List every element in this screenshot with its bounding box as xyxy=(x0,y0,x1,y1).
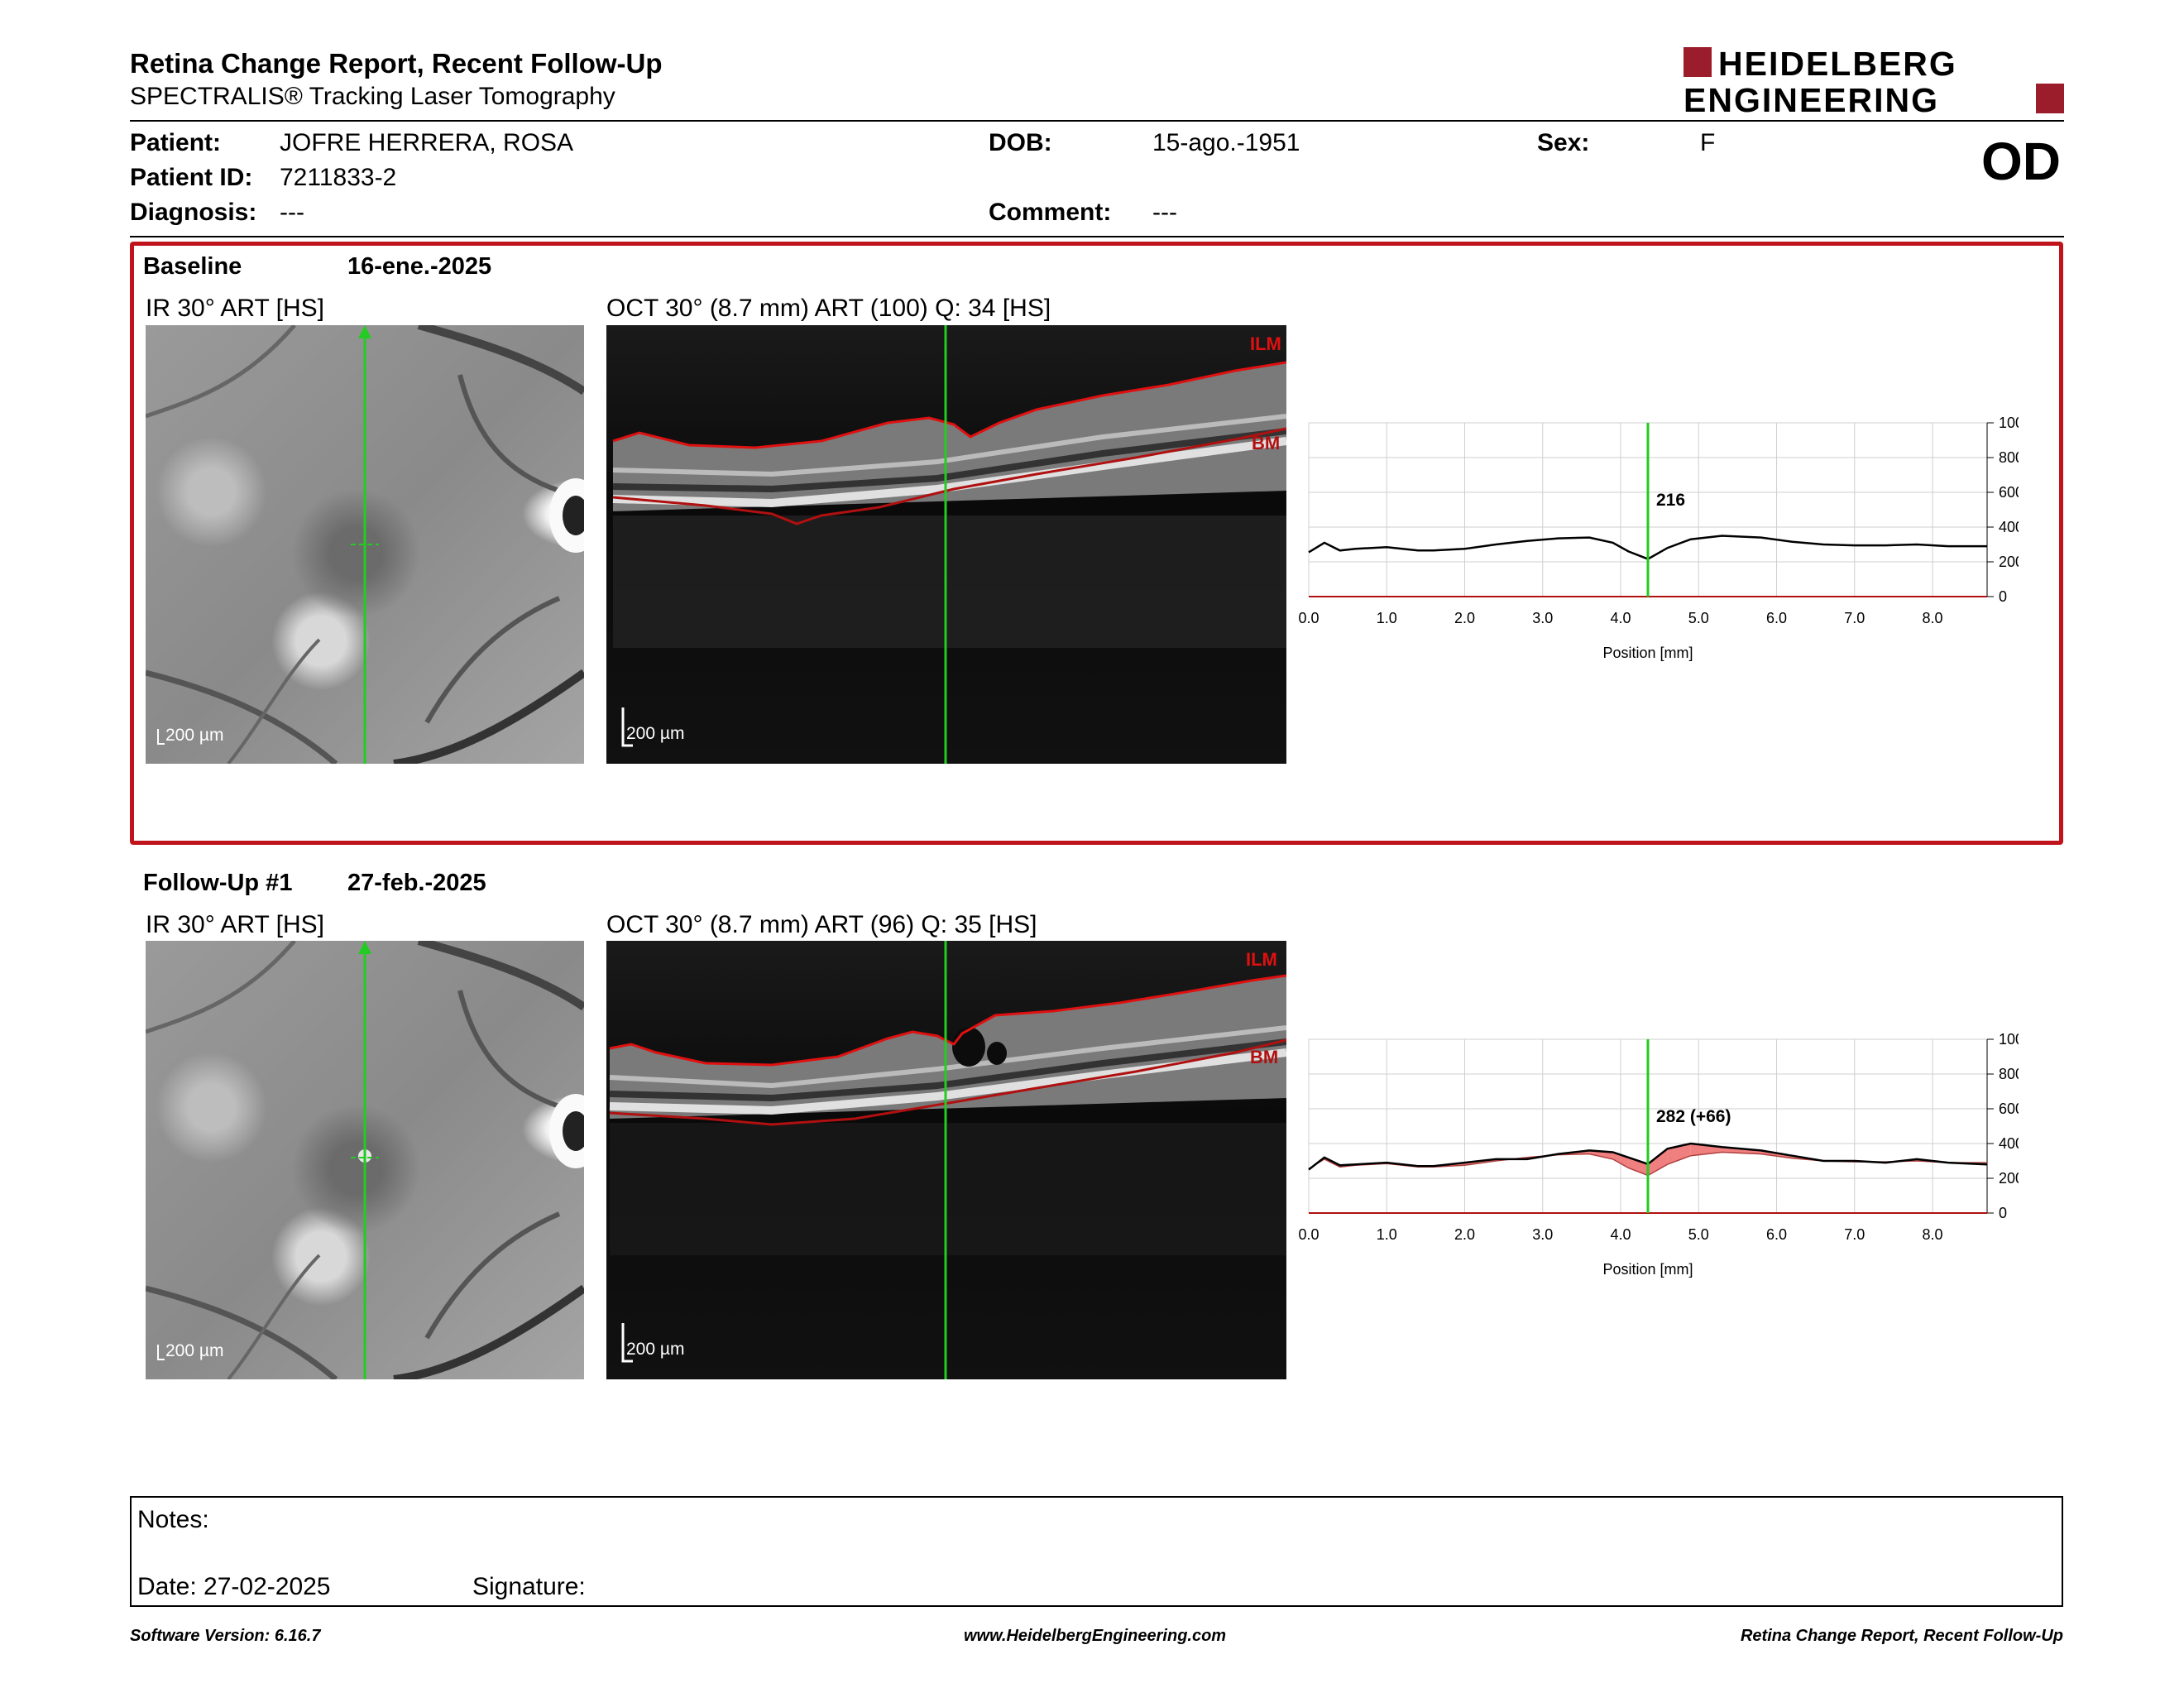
comment-value: --- xyxy=(1152,199,1177,226)
x-tick-label: 2.0 xyxy=(1454,1226,1475,1243)
patient-id-label: Patient ID: xyxy=(130,164,253,191)
baseline-bm-label: BM xyxy=(1252,433,1280,453)
y-tick-label: 800 xyxy=(1999,1066,2019,1082)
y-tick-label: 200 xyxy=(1999,1170,2019,1187)
y-tick-label: 400 xyxy=(1999,1135,2019,1152)
x-tick-label: 5.0 xyxy=(1688,1226,1709,1243)
baseline-vessels xyxy=(146,325,584,764)
difference-area xyxy=(1648,1149,1668,1176)
patient-name: JOFRE HERRERA, ROSA xyxy=(280,129,574,156)
followup-oct-scale-bar xyxy=(621,1323,633,1363)
baseline-ir-title: IR 30° ART [HS] xyxy=(146,295,324,322)
followup-thickness-chart: 0.0 1.0 2.0 3.0 4.0 5.0 6.0 7.0 8.0 0 200 400 600 800… xyxy=(1298,1031,2019,1278)
patient-id: 7211833-2 xyxy=(280,164,397,191)
x-tick-label: 4.0 xyxy=(1610,1226,1631,1243)
y-tick-label: 400 xyxy=(1999,519,2019,535)
x-tick-label: 0.0 xyxy=(1298,610,1319,626)
baseline-section xyxy=(130,242,2063,845)
x-tick-label: 7.0 xyxy=(1844,610,1865,626)
logo-line2: ENGINEERING xyxy=(1684,81,1939,116)
y-tick-label: 200 xyxy=(1999,554,2019,570)
x-tick-label: 2.0 xyxy=(1454,610,1475,626)
x-tick-label: 6.0 xyxy=(1766,1226,1787,1243)
baseline-oct-scale: 200 µm xyxy=(626,724,685,743)
cursor-value-label: 282 (+66) xyxy=(1656,1107,1731,1126)
followup-oct-image: ILM BM 200 µm xyxy=(606,941,1286,1379)
report-subtitle: SPECTRALIS® Tracking Laser Tomography xyxy=(130,83,615,110)
difference-area xyxy=(1628,1157,1648,1176)
comment-label: Comment: xyxy=(989,199,1112,226)
x-axis-label: Position [mm] xyxy=(1602,1261,1693,1278)
followup-vessels xyxy=(146,941,584,1379)
x-axis-label: Position [mm] xyxy=(1602,645,1693,661)
report-title: Retina Change Report, Recent Follow-Up xyxy=(130,48,663,79)
heidelberg-logo: HEIDELBERG ENGINEERING xyxy=(1684,46,2064,116)
followup-oct-title: OCT 30° (8.7 mm) ART (96) Q: 35 [HS] xyxy=(606,911,1037,938)
followup-bm-label: BM xyxy=(1250,1047,1278,1067)
followup-date: 27-feb.-2025 xyxy=(347,870,486,896)
x-tick-label: 3.0 xyxy=(1532,610,1553,626)
x-tick-label: 3.0 xyxy=(1532,1226,1553,1243)
x-tick-label: 8.0 xyxy=(1923,610,1943,626)
followup-ir-scale-bar xyxy=(157,1345,165,1360)
followup-ir-scale: 200 µm xyxy=(165,1341,224,1360)
baseline-ir-scale: 200 µm xyxy=(165,726,224,745)
diagnosis-value: --- xyxy=(280,199,304,226)
x-tick-label: 4.0 xyxy=(1610,610,1631,626)
cursor-value-label: 216 xyxy=(1656,491,1685,510)
followup-ir-image: 200 µm xyxy=(146,941,584,1379)
patient-divider xyxy=(130,236,2064,237)
footer-software-version: Software Version: 6.16.7 xyxy=(130,1627,321,1645)
y-tick-label: 1000 xyxy=(1999,1031,2019,1048)
notes-box: Notes: Date: 27-02-2025 Signature: xyxy=(130,1496,2063,1607)
baseline-ilm-label: ILM xyxy=(1250,333,1281,354)
thickness-line xyxy=(1308,1142,1988,1171)
header-divider xyxy=(130,120,2064,122)
footer-website[interactable]: www.HeidelbergEngineering.com xyxy=(964,1627,1227,1645)
eye-label: OD xyxy=(1981,132,2061,191)
difference-area xyxy=(1667,1144,1691,1165)
diagnosis-label: Diagnosis: xyxy=(130,199,257,226)
logo-line1: HEIDELBERG xyxy=(1718,46,1957,83)
dob-value: 15-ago.-1951 xyxy=(1152,129,1300,156)
baseline-ir-image: 200 µm xyxy=(146,325,584,764)
x-tick-label: 6.0 xyxy=(1766,610,1787,626)
notes-date: Date: 27-02-2025 xyxy=(137,1573,331,1600)
dob-label: DOB: xyxy=(989,129,1052,156)
baseline-date: 16-ene.-2025 xyxy=(347,253,492,280)
thickness-line xyxy=(1308,535,1987,560)
baseline-label: Baseline xyxy=(143,253,242,280)
followup-ir-title: IR 30° ART [HS] xyxy=(146,911,324,938)
x-tick-label: 8.0 xyxy=(1923,1226,1943,1243)
footer-report-name: Retina Change Report, Recent Follow-Up xyxy=(1740,1627,2063,1645)
x-tick-label: 1.0 xyxy=(1377,610,1397,626)
followup-label: Follow-Up #1 xyxy=(143,870,293,896)
y-tick-label: 600 xyxy=(1999,1101,2019,1117)
baseline-oct-title: OCT 30° (8.7 mm) ART (100) Q: 34 [HS] xyxy=(606,295,1051,322)
y-tick-label: 1000 xyxy=(1999,415,2019,431)
baseline-ir-scale-bar xyxy=(157,729,165,745)
followup-ilm-label: ILM xyxy=(1246,949,1277,970)
followup-oct-scale: 200 µm xyxy=(626,1340,685,1359)
y-tick-label: 0 xyxy=(1999,1205,2007,1221)
y-tick-label: 800 xyxy=(1999,449,2019,466)
x-tick-label: 1.0 xyxy=(1377,1226,1397,1243)
baseline-oct-bscan: ILM BM xyxy=(612,325,1286,764)
sex-label: Sex: xyxy=(1537,129,1590,156)
signature-label: Signature: xyxy=(472,1573,586,1600)
x-tick-label: 5.0 xyxy=(1688,610,1709,626)
y-tick-label: 600 xyxy=(1999,484,2019,501)
sex-value: F xyxy=(1700,129,1716,156)
notes-label: Notes: xyxy=(137,1506,209,1533)
followup-oct-bscan: ILM BM xyxy=(609,941,1286,1379)
baseline-oct-image: ILM BM 200 µm xyxy=(606,325,1286,764)
y-tick-label: 0 xyxy=(1999,588,2007,605)
baseline-thickness-chart: 0.0 1.0 2.0 3.0 4.0 5.0 6.0 7.0 8.0 0 200 400 600 800… xyxy=(1298,415,2019,661)
patient-label: Patient: xyxy=(130,129,222,156)
baseline-oct-scale-bar xyxy=(621,707,633,747)
x-tick-label: 0.0 xyxy=(1298,1226,1319,1243)
x-tick-label: 7.0 xyxy=(1844,1226,1865,1243)
